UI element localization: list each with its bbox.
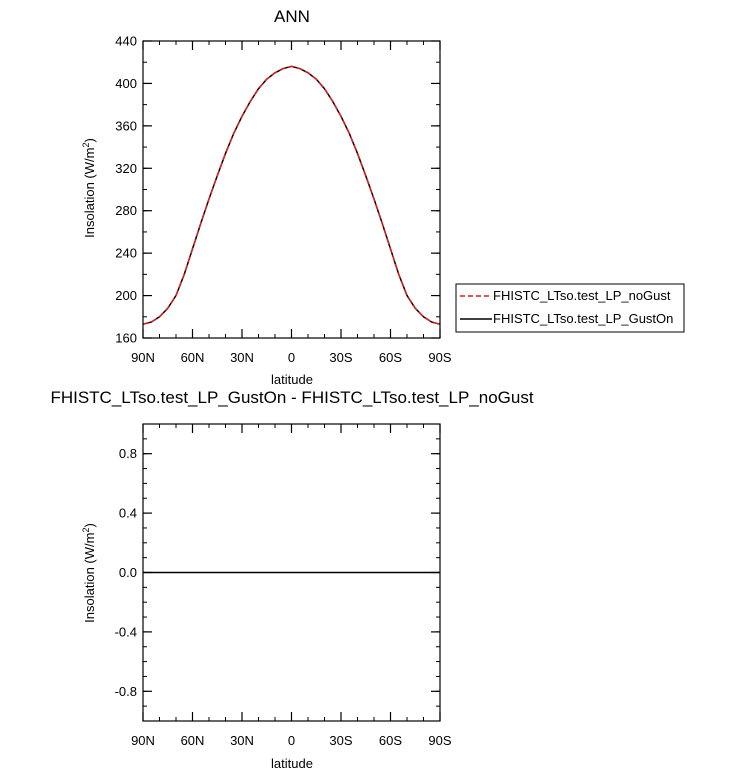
bottom-x-axis-label: latitude bbox=[271, 756, 313, 771]
top-y-tick-label: 240 bbox=[115, 246, 137, 261]
top-x-tick-label: 30N bbox=[230, 350, 254, 365]
top-y-tick-label: 280 bbox=[115, 203, 137, 218]
bottom-y-tick-label: 0.8 bbox=[119, 446, 137, 461]
top-x-tick-label: 90S bbox=[428, 350, 451, 365]
bottom-x-tick-label: 90S bbox=[428, 733, 451, 748]
top-y-tick-label: 440 bbox=[115, 34, 137, 49]
legend-label-GustOn: FHISTC_LTso.test_LP_GustOn bbox=[493, 311, 673, 326]
top-x-tick-label: 60S bbox=[379, 350, 402, 365]
top-y-tick-label: 160 bbox=[115, 331, 137, 346]
top-y-axis-label-sup: 2 bbox=[81, 143, 91, 148]
top-y-tick-label: 200 bbox=[115, 288, 137, 303]
top-x-axis-label: latitude bbox=[271, 372, 313, 387]
bottom-y-tick-label: -0.8 bbox=[115, 684, 137, 699]
top-x-tick-label: 0 bbox=[288, 350, 295, 365]
bottom-x-tick-label: 60S bbox=[379, 733, 402, 748]
bottom-y-axis-label: Insolation (W/m2) bbox=[81, 523, 97, 623]
bottom-y-tick-label: 0.0 bbox=[119, 565, 137, 580]
top-plot-frame bbox=[142, 40, 441, 339]
top-chart-title: ANN bbox=[274, 7, 310, 26]
bottom-x-tick-label: 30N bbox=[230, 733, 254, 748]
legend-label-noGust: FHISTC_LTso.test_LP_noGust bbox=[493, 288, 671, 303]
top-x-tick-label: 30S bbox=[329, 350, 352, 365]
bottom-y-tick-label: -0.4 bbox=[115, 624, 137, 639]
top-series-line-0 bbox=[142, 65, 441, 325]
bottom-y-axis-label-sup: 2 bbox=[81, 528, 91, 533]
legend-box bbox=[455, 283, 685, 333]
bottom-chart-title: FHISTC_LTso.test_LP_GustOn - FHISTC_LTso… bbox=[50, 388, 533, 407]
bottom-y-tick-label: 0.4 bbox=[119, 506, 137, 521]
bottom-plot-frame bbox=[142, 423, 441, 722]
bottom-x-tick-label: 60N bbox=[181, 733, 205, 748]
legend: FHISTC_LTso.test_LP_noGust FHISTC_LTso.t… bbox=[455, 283, 685, 333]
top-y-tick-label: 320 bbox=[115, 161, 137, 176]
bottom-x-tick-label: 90N bbox=[131, 733, 155, 748]
bottom-panel: FHISTC_LTso.test_LP_GustOn - FHISTC_LTso… bbox=[50, 388, 533, 771]
top-y-tick-label: 360 bbox=[115, 118, 137, 133]
top-panel: ANN latitude Insolation (W/m2) 90N 60N 30N… bbox=[81, 7, 452, 387]
bottom-x-tick-label: 0 bbox=[288, 733, 295, 748]
top-x-tick-label: 90N bbox=[131, 350, 155, 365]
top-y-axis-label: Insolation (W/m2) bbox=[81, 138, 97, 238]
top-series-line-1 bbox=[142, 65, 441, 325]
bottom-x-tick-label: 30S bbox=[329, 733, 352, 748]
top-y-tick-label: 400 bbox=[115, 76, 137, 91]
top-x-tick-label: 60N bbox=[181, 350, 205, 365]
